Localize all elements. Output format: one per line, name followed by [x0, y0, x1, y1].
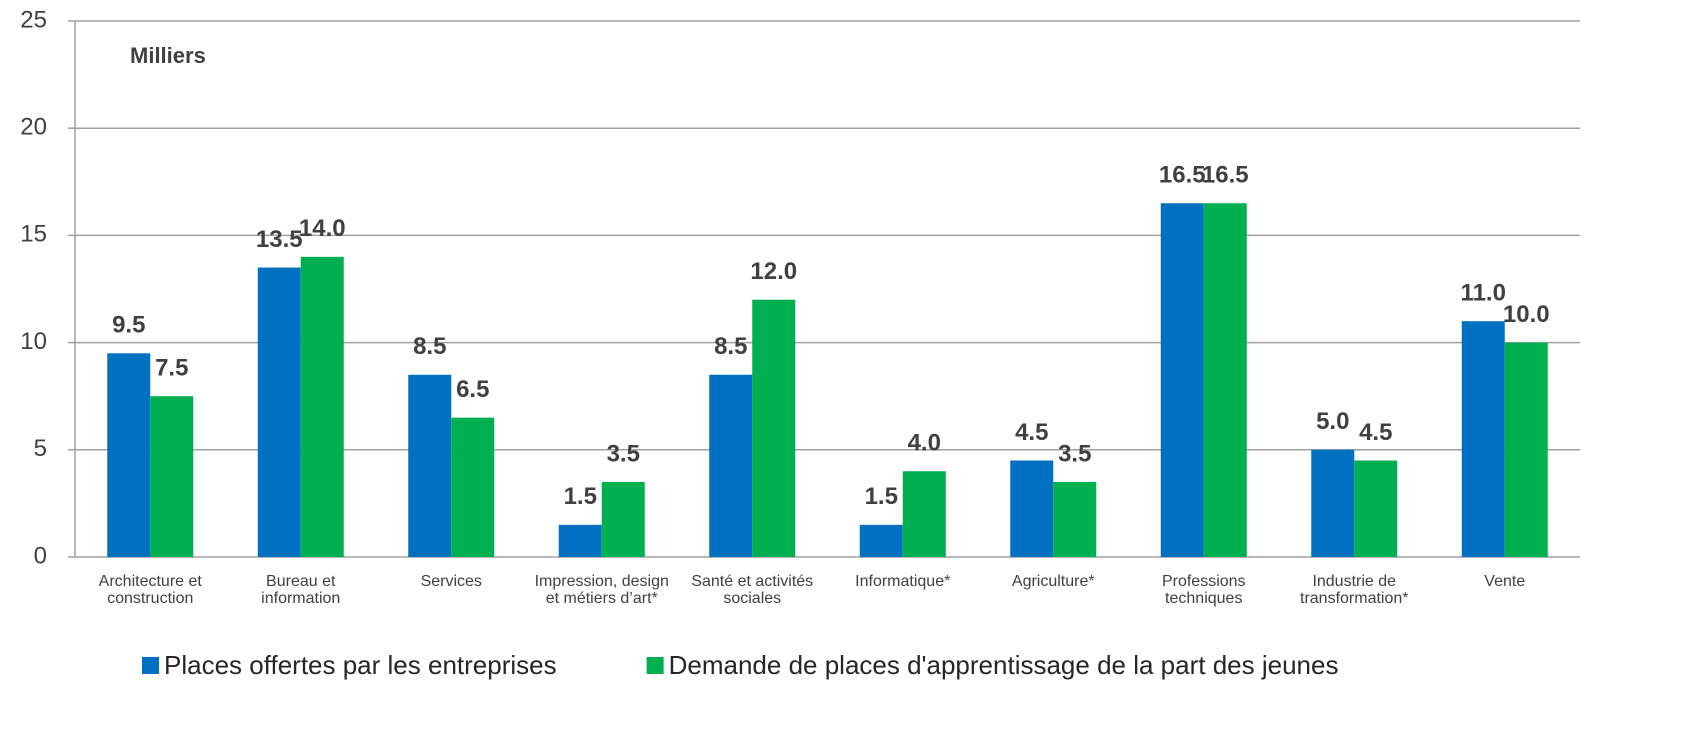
value-label: 5.0: [1316, 408, 1349, 435]
value-label: 6.5: [456, 376, 489, 403]
value-label: 1.5: [564, 483, 597, 510]
x-tick-label: Vente: [1484, 573, 1526, 590]
x-tick-label: Services: [420, 573, 482, 590]
x-tick-label-box: Santé et activités sociales: [691, 573, 814, 607]
x-tick-label-box: Professions techniques: [1161, 573, 1246, 607]
value-label: 14.0: [299, 215, 346, 242]
x-tick-label-box: Architecture et construction: [98, 573, 202, 607]
x-tick-label-box: Informatique*: [855, 573, 951, 590]
x-tick-label: Agriculture*: [1011, 573, 1095, 590]
x-tick-label-box: Agriculture*: [1011, 573, 1095, 590]
y-tick-label: 0: [34, 542, 47, 569]
bar: [709, 374, 753, 557]
bar: [1311, 449, 1355, 557]
bar: [1504, 342, 1548, 557]
bar: [902, 471, 946, 557]
y-tick-label: 15: [20, 221, 47, 248]
legend-swatch: [142, 657, 159, 674]
bar: [1354, 460, 1398, 557]
legend-label: Demande de places d'apprentissage de la …: [669, 650, 1339, 680]
annotation: Milliers: [130, 43, 206, 68]
y-tick-label: 20: [20, 114, 47, 141]
value-label: 11.0: [1461, 280, 1506, 307]
x-tick-label-box: Services: [420, 573, 482, 590]
value-label: 9.5: [112, 312, 145, 339]
bar: [257, 267, 301, 557]
value-label: 10.0: [1503, 301, 1550, 328]
bar: [1010, 460, 1054, 557]
value-label: 13.5: [256, 226, 303, 253]
bar: [752, 299, 796, 557]
bar: [1203, 203, 1247, 558]
x-tick-label: Informatique*: [855, 573, 951, 590]
bar: [408, 374, 452, 557]
value-label: 16.5: [1202, 162, 1249, 189]
x-tick-label-box: Industrie de transformation*: [1300, 573, 1409, 607]
x-tick-label: Professions techniques: [1161, 573, 1246, 607]
x-tick-label: Impression, design et métiers d’art*: [534, 573, 669, 607]
value-label: 4.0: [908, 430, 941, 457]
bar: [1160, 203, 1204, 558]
value-label: 8.5: [714, 333, 747, 360]
value-label: 8.5: [413, 333, 446, 360]
x-tick-label: Bureau et information: [261, 573, 341, 607]
bar: [558, 524, 602, 557]
bar: [300, 256, 344, 557]
bar: [1053, 481, 1097, 557]
bar: [1461, 321, 1505, 557]
value-label: 3.5: [607, 440, 640, 467]
x-tick-label-box: Bureau et information: [261, 573, 341, 607]
x-tick-label-box: Impression, design et métiers d’art*: [534, 573, 669, 607]
bar: [601, 481, 645, 557]
x-tick-label-box: Vente: [1484, 573, 1526, 590]
legend-swatch: [646, 657, 664, 674]
value-label: 7.5: [155, 355, 188, 382]
value-label: 4.5: [1015, 419, 1048, 446]
value-label: 16.5: [1159, 162, 1206, 189]
legend-label: Places offertes par les entreprises: [164, 650, 557, 680]
value-label: 4.5: [1359, 419, 1392, 446]
bar: [859, 524, 903, 557]
bar: [107, 353, 151, 557]
x-tick-label: Industrie de transformation*: [1300, 573, 1409, 607]
value-label: 3.5: [1058, 440, 1091, 467]
y-tick-label: 10: [20, 328, 47, 355]
x-tick-label: Santé et activités sociales: [691, 573, 814, 607]
bar: [150, 396, 194, 557]
x-tick-label: Architecture et construction: [98, 573, 202, 607]
bar: [451, 417, 495, 557]
value-label: 12.0: [750, 258, 797, 285]
y-tick-label: 5: [34, 435, 47, 462]
y-tick-label: 25: [20, 6, 47, 33]
value-label: 1.5: [865, 483, 898, 510]
